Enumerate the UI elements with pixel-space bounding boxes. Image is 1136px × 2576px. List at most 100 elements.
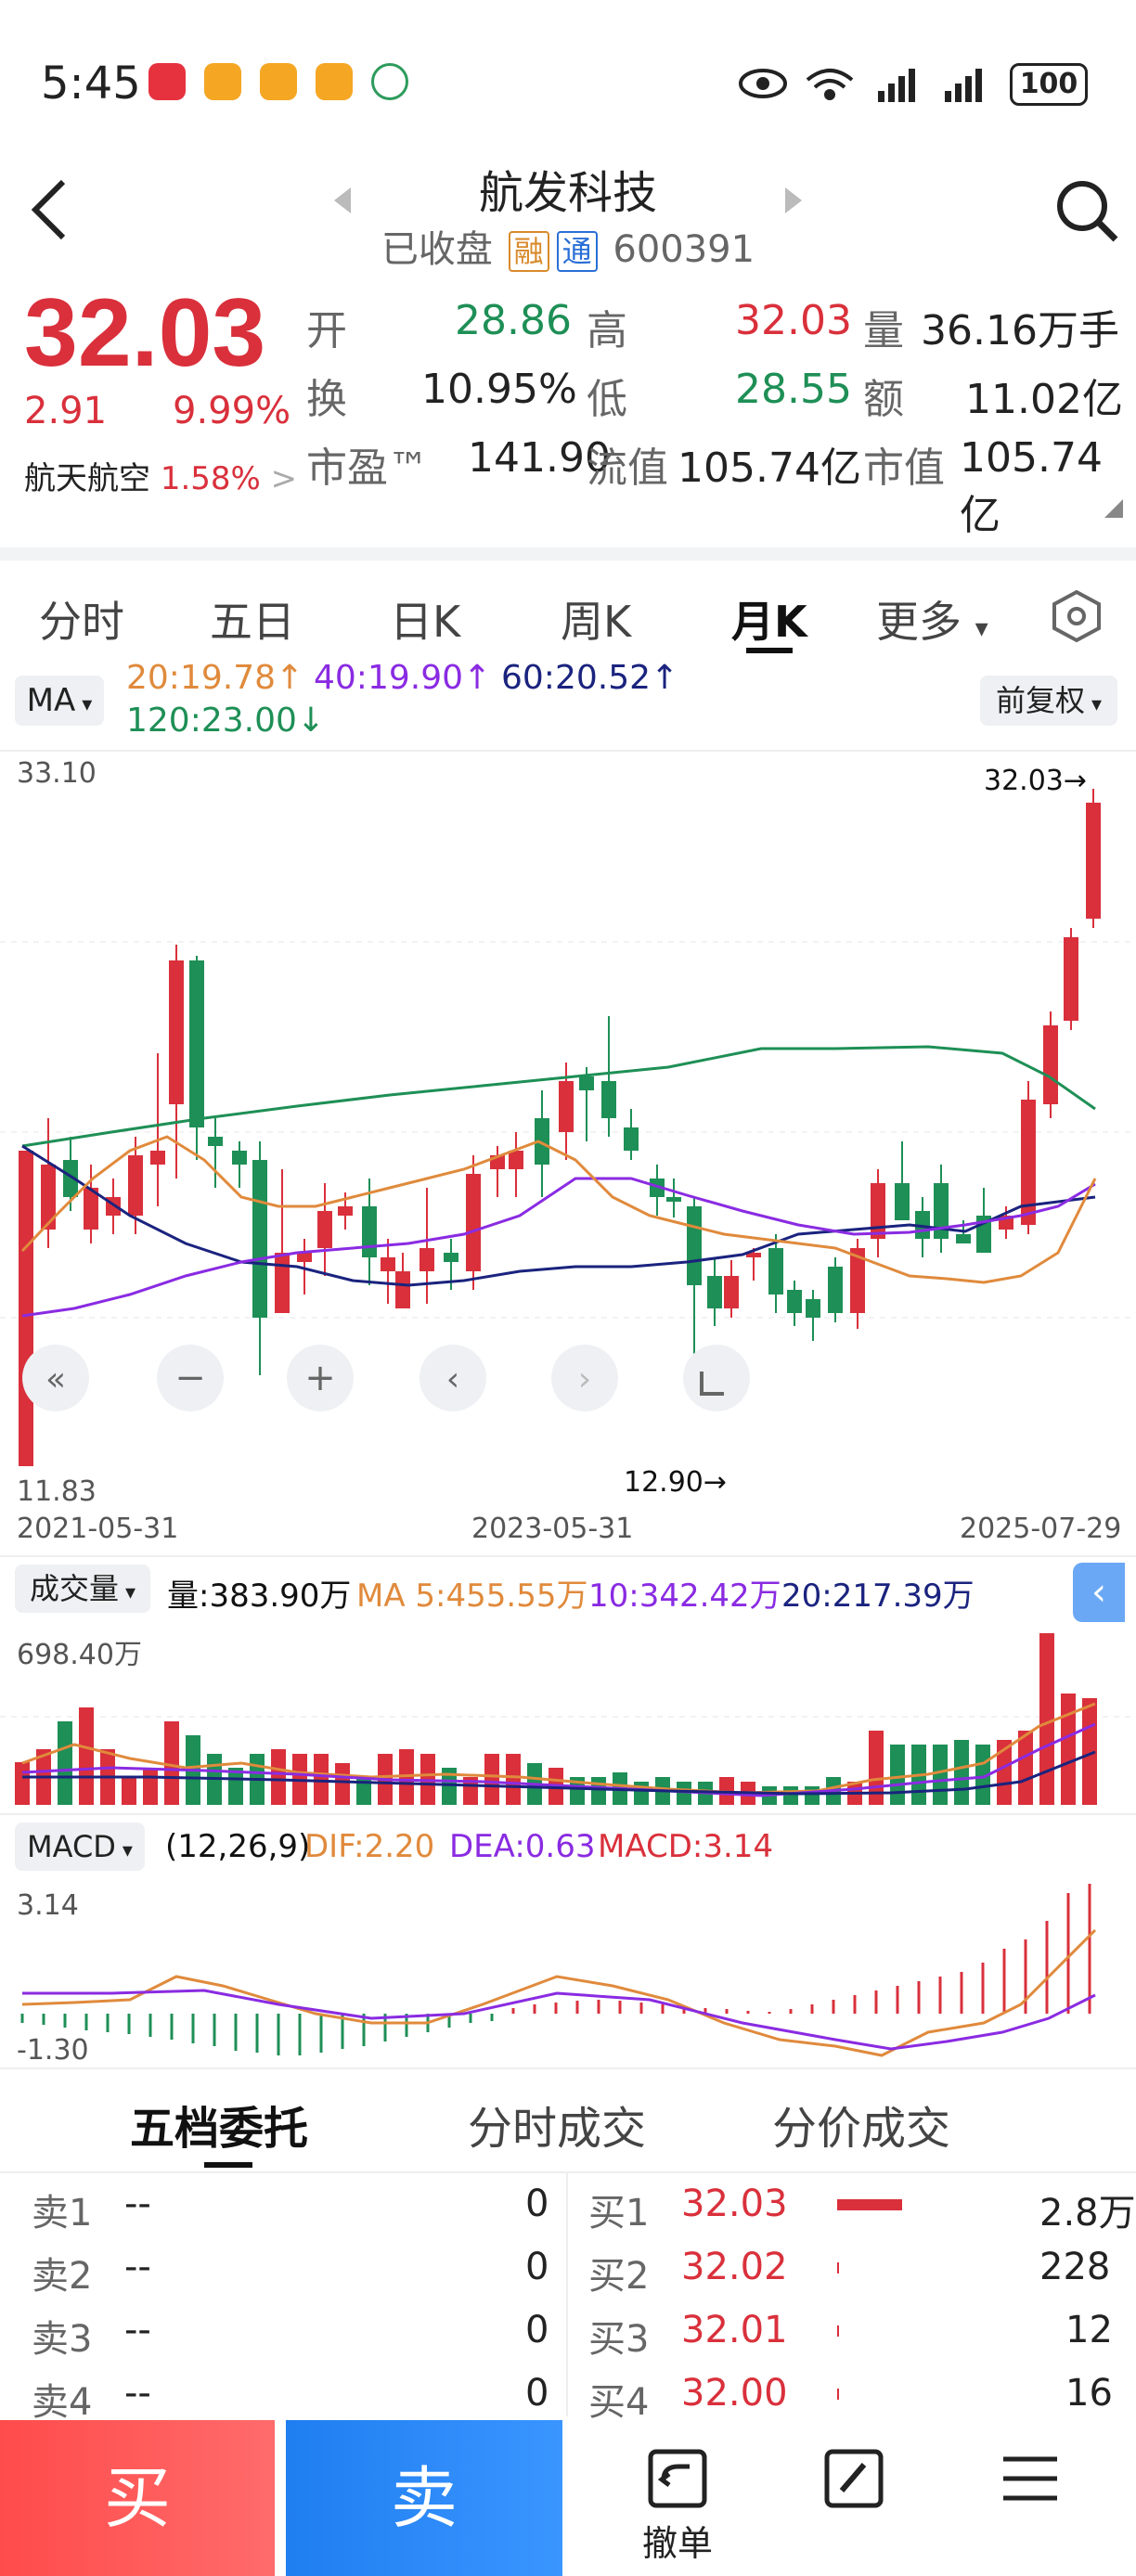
candle-body <box>41 1165 56 1230</box>
open-value: 28.86 <box>455 297 572 344</box>
cancel-order-icon <box>648 2449 707 2508</box>
divider <box>0 1555 1136 1557</box>
buy-level-vol: 2.8万 <box>1039 2192 1136 2235</box>
divider <box>0 750 1136 752</box>
sell-level-price: -- <box>124 2372 151 2415</box>
volume-ma20: 20:217.39万 <box>781 1578 975 1615</box>
tab-more[interactable]: 更多 ▾ <box>876 597 988 647</box>
expand-corner-icon[interactable] <box>1104 499 1123 518</box>
volume-bar <box>954 1740 969 1805</box>
kchart-low-marker: 12.90→ <box>624 1466 728 1499</box>
tab-monthly-k[interactable]: 月K <box>731 597 807 647</box>
candle-body <box>362 1206 377 1257</box>
ma-selector[interactable]: MA ▾ <box>15 676 104 726</box>
current-price: 32.03 <box>24 279 266 387</box>
ma40-line <box>21 1177 1096 1318</box>
candle-body <box>746 1253 761 1257</box>
volume-bar <box>335 1763 350 1805</box>
tab-price-trades[interactable]: 分价成交 <box>772 2103 951 2155</box>
volume-bar <box>506 1754 521 1805</box>
prev-stock-icon[interactable] <box>329 182 356 219</box>
huawei-app-icon <box>148 63 186 100</box>
volume-value: 量:383.90万 <box>167 1578 352 1615</box>
volume-bar <box>356 1777 371 1805</box>
buy-level-vol: 16 <box>1065 2372 1113 2415</box>
buy-volume-bar <box>837 2389 839 2400</box>
sell-level-label: 卖4 <box>32 2381 93 2424</box>
candle-body <box>395 1271 410 1308</box>
volume-bar <box>442 1768 457 1805</box>
notification-icons <box>148 63 408 100</box>
x-label-mid: 2023-05-31 <box>471 1513 634 1545</box>
low-label: 低 <box>587 376 627 423</box>
edit-icon <box>824 2449 884 2508</box>
amount-label: 额 <box>863 376 904 423</box>
sell-level-vol: 0 <box>525 2183 549 2225</box>
ma20-line <box>20 1135 1097 1284</box>
volume-bar <box>570 1777 585 1805</box>
volume-bar <box>143 1768 158 1805</box>
macd-min-label: -1.30 <box>17 2034 89 2067</box>
float-value: 105.74亿 <box>678 444 861 492</box>
tab-intraday[interactable]: 分时 <box>39 597 124 647</box>
tab-tick-trades[interactable]: 分时成交 <box>468 2103 647 2155</box>
turnover-value: 10.95% <box>421 366 577 413</box>
buy-button[interactable]: 买 <box>0 2420 275 2576</box>
next-stock-icon[interactable] <box>780 182 807 219</box>
step-forward-button <box>551 1345 618 1411</box>
candle-body <box>934 1183 949 1239</box>
buy-level-label: 买2 <box>588 2255 650 2298</box>
amount-value: 11.02亿 <box>965 376 1123 423</box>
stock-code: 600391 <box>613 228 755 271</box>
stock-subtitle: 已收盘 融通 600391 <box>0 219 1136 273</box>
candle-body <box>338 1206 353 1216</box>
tab-daily-k[interactable]: 日K <box>390 597 461 647</box>
macd-dif-line <box>21 1928 1097 2057</box>
macd-chart <box>20 1884 1097 2057</box>
buy-level-label: 买1 <box>588 2192 650 2235</box>
volume-selector[interactable]: 成交量 ▾ <box>15 1565 150 1613</box>
weibo-icon <box>316 63 353 100</box>
volume-bar <box>933 1745 948 1805</box>
back-button[interactable] <box>22 173 78 247</box>
tab-five-day[interactable]: 五日 <box>210 597 295 647</box>
volume-bar <box>783 1786 798 1805</box>
collapse-panel-button[interactable]: ‹ <box>1073 1563 1125 1622</box>
candle-body <box>466 1174 481 1271</box>
sell-level-vol: 0 <box>525 2372 549 2415</box>
ma20-value: 20:19.78↑ <box>126 659 304 697</box>
menu-button[interactable] <box>984 2446 1077 2567</box>
orderbook-tabs: 五档委托 分时成交 分价成交 <box>0 2067 1136 2173</box>
volume-ma10: 10:342.42万 <box>588 1578 781 1615</box>
tab-weekly-k[interactable]: 周K <box>561 597 632 647</box>
search-button[interactable] <box>1054 173 1119 247</box>
candle-body <box>871 1183 885 1239</box>
edit-order-button[interactable] <box>807 2446 900 2567</box>
sell-button[interactable]: 卖 <box>286 2420 562 2576</box>
macd-value: MACD:3.14 <box>598 1828 774 1865</box>
macd-selector[interactable]: MACD ▾ <box>15 1823 145 1871</box>
volume-bar <box>79 1707 94 1805</box>
candle-body <box>828 1267 843 1313</box>
candle-body <box>275 1253 290 1313</box>
status-bar: 5:45 100 <box>0 0 1136 158</box>
mktcap-value: 105.74亿 <box>960 434 1103 539</box>
sell-level-price: -- <box>124 2246 151 2288</box>
fullscreen-button <box>683 1345 750 1411</box>
candle-body <box>1021 1100 1036 1225</box>
adjust-selector[interactable]: 前复权 ▾ <box>980 676 1117 726</box>
vol-label: 量 <box>863 307 904 354</box>
divider <box>0 1813 1136 1815</box>
cancel-order-button[interactable]: 撤单 <box>631 2446 724 2567</box>
kchart-high-marker: 32.03→ <box>984 765 1088 797</box>
volume-bar <box>164 1721 179 1805</box>
kline-chart[interactable]: « − + ‹ › <box>0 770 1136 1503</box>
candle-body <box>579 1076 594 1090</box>
settings-hex-icon[interactable] <box>1049 588 1104 644</box>
ma60-line <box>21 1144 1096 1287</box>
zoom-in-button <box>287 1345 354 1411</box>
volume-bar <box>890 1745 905 1805</box>
sector-link[interactable]: 航天航空 1.58% > <box>24 453 297 498</box>
volume-bar <box>677 1782 691 1805</box>
tab-five-level[interactable]: 五档委托 <box>130 2103 309 2155</box>
